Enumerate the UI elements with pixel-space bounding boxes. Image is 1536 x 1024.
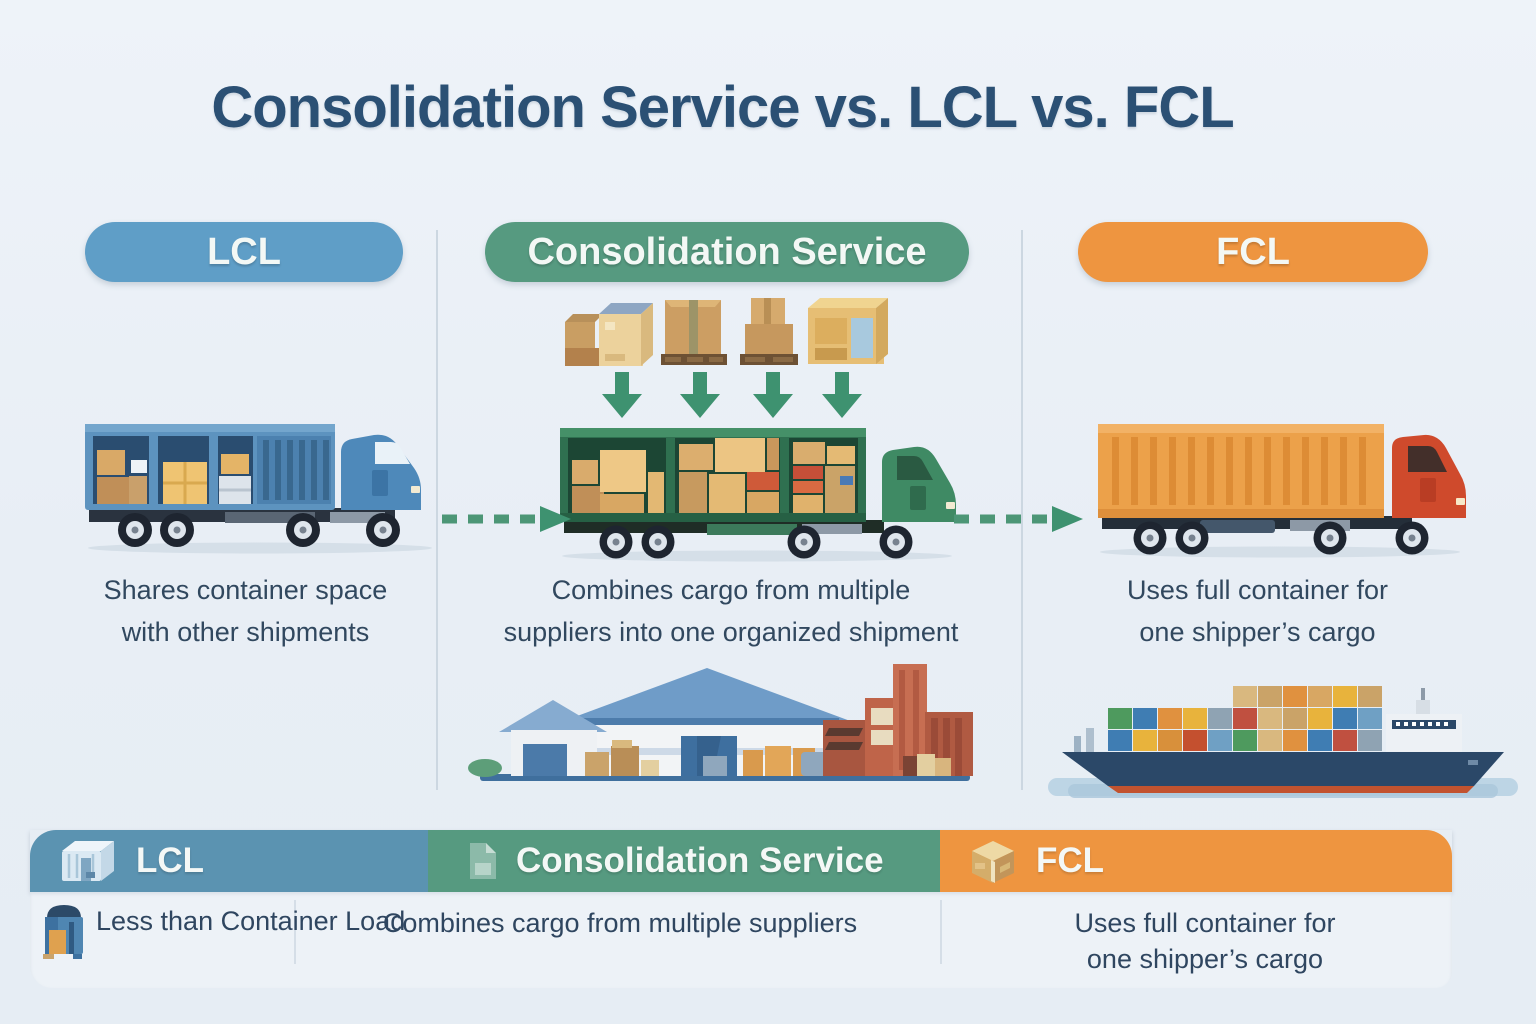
page-title: Consolidation Service vs. LCL vs. FCL <box>211 75 1234 140</box>
flow-arrow-right-icon <box>954 506 1083 532</box>
down-arrow-icon <box>822 372 862 418</box>
lcl-header-pill: LCL <box>85 222 403 282</box>
consolidation-truck-illustration <box>560 428 956 562</box>
fcl-header-pill: FCL <box>1078 222 1428 282</box>
legend-header-consolidation: Consolidation Service <box>428 830 940 892</box>
cardboard-box-icon <box>972 841 1014 883</box>
legend-cell-fcl: Uses full container for one shipper’s ca… <box>1074 908 1336 974</box>
document-icon <box>470 843 496 879</box>
column-divider <box>1021 230 1023 790</box>
down-arrow-icon <box>753 372 793 418</box>
legend-header-fcl-label: FCL <box>1036 841 1105 880</box>
supplier-boxes-illustration <box>565 298 888 366</box>
mini-container-icon <box>43 905 83 959</box>
legend-cell-lcl: Less than Container Load <box>96 906 406 936</box>
container-ship-illustration <box>1048 686 1518 798</box>
consolidation-description: Combines cargo from multiple suppliers i… <box>503 575 959 647</box>
summary-table-body: Less than Container Load Combines cargo … <box>30 892 1452 988</box>
legend-header-lcl: LCL <box>30 830 428 892</box>
summary-table-header-row: LCL Consolidation Service <box>30 830 1452 892</box>
legend-divider <box>294 900 296 964</box>
down-arrow-icon <box>680 372 720 418</box>
column-divider <box>436 230 438 790</box>
fcl-description: Uses full container for one shipper’s ca… <box>1126 575 1389 647</box>
summary-table: LCL Consolidation Service <box>30 830 1452 988</box>
legend-header-lcl-label: LCL <box>136 841 205 880</box>
lcl-description: Shares container space with other shipme… <box>103 575 388 647</box>
fcl-truck-illustration <box>1098 424 1466 558</box>
fcl-header-label: FCL <box>1216 230 1290 273</box>
container-icon <box>62 841 114 881</box>
legend-header-consolidation-label: Consolidation Service <box>516 841 884 880</box>
consolidation-header-label: Consolidation Service <box>527 230 927 273</box>
legend-divider <box>940 900 942 964</box>
flow-arrow-right-icon <box>442 506 571 532</box>
legend-cell-consolidation: Combines cargo from multiple suppliers <box>382 908 858 938</box>
warehouse-factory-illustration <box>468 664 973 781</box>
consolidation-header-pill: Consolidation Service <box>485 222 969 282</box>
down-arrow-icon <box>602 372 642 418</box>
lcl-truck-illustration <box>85 424 432 554</box>
lcl-header-label: LCL <box>207 230 281 273</box>
legend-header-fcl: FCL <box>940 830 1452 892</box>
